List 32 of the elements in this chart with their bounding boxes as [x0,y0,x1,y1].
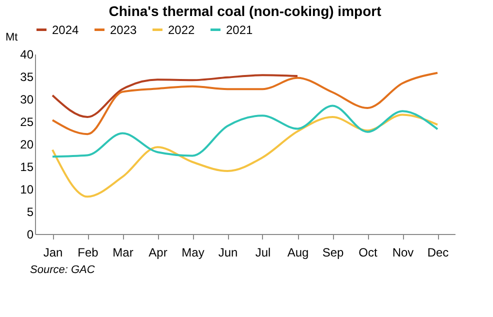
legend-label: 2022 [168,22,196,37]
y-tick-label: 15 [20,160,34,174]
y-tick-label: 30 [20,92,34,106]
line-series [52,104,438,158]
legend-label: 2024 [52,22,80,37]
x-tick-label: Mar [112,246,134,260]
line-series [52,114,438,198]
x-tick-label: May [182,246,204,260]
legend-label: 2023 [110,22,138,37]
x-tick-label: Aug [287,246,309,260]
x-tick-label: Nov [392,246,414,260]
chart-title: China's thermal coal (non-coking) import [108,3,382,19]
legend-label: 2021 [226,22,254,37]
line-series [52,74,298,118]
source-note: Source: GAC [30,264,95,276]
y-tick-label: 0 [26,228,34,242]
y-tick-label: 35 [20,70,34,84]
x-tick-label: Apr [148,246,168,260]
y-tick-label: 40 [20,48,34,62]
y-tick-label: 5 [26,205,34,219]
y-axis-title: Mt [6,32,18,44]
x-tick-label: Jan [43,246,63,260]
x-tick-label: Sep [322,246,344,260]
x-tick-label: Oct [358,246,378,260]
y-tick-label: 10 [20,182,34,196]
x-tick-label: Jun [218,246,238,260]
x-tick-label: Feb [78,246,99,260]
y-tick-label: 25 [20,115,34,129]
x-tick-label: Jul [255,246,271,260]
y-tick-label: 20 [20,138,34,152]
x-tick-label: Dec [427,246,449,260]
line-series [52,72,438,136]
